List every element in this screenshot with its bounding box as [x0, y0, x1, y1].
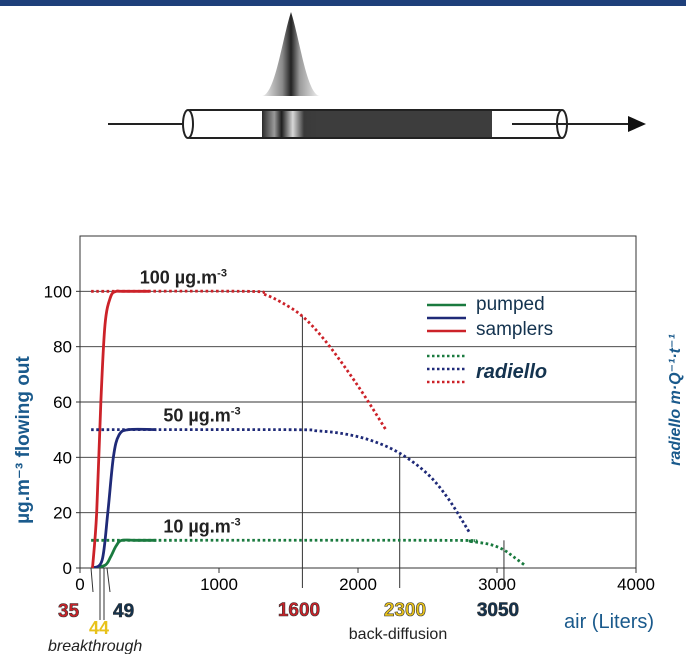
concentration-label: 50 µg.m-3 [163, 406, 240, 426]
y-tick-label: 60 [53, 393, 72, 412]
y-tick-label: 40 [53, 448, 72, 467]
y-tick-label: 20 [53, 504, 72, 523]
series-navy-dotted [91, 428, 471, 533]
x-tick-label: 3000 [478, 575, 516, 594]
legend-label-radiello: radiello [476, 361, 547, 383]
label-2300: 2300 [384, 600, 426, 621]
legend-label-pumped: pumped [476, 294, 545, 315]
marker-lines [301, 316, 505, 588]
label-3050: 3050 [477, 600, 519, 621]
label-breakthrough: breakthrough [48, 638, 142, 654]
top-bar [0, 0, 686, 6]
concentration-labels: 100 µg.m-3 50 µg.m-3 10 µg.m-3 [140, 267, 241, 536]
y-tick-label: 0 [63, 559, 72, 578]
x-tick-label: 1000 [200, 575, 238, 594]
series-lines [90, 289, 526, 568]
series-red-dotted [91, 289, 387, 431]
tube-left-cap [182, 109, 194, 139]
x-tick-label: 4000 [617, 575, 655, 594]
x-tick-labels: 0 1000 2000 3000 4000 [75, 568, 655, 594]
sorbent-front [262, 111, 318, 137]
label-44: 44 [89, 618, 109, 638]
y-tick-label: 100 [44, 282, 72, 301]
x-axis-title: air (Liters) [564, 611, 654, 633]
series-green-dotted [91, 538, 526, 567]
label-back-diffusion: back-diffusion [349, 626, 447, 643]
y-axis-title: µg.m⁻³ flowing out [13, 356, 34, 524]
bracket-right-tick [106, 567, 111, 593]
legend-label-samplers: samplers [476, 319, 553, 340]
series-green-solid [90, 538, 157, 568]
bracket-left-tick [90, 567, 94, 593]
concentration-label: 10 µg.m-3 [163, 516, 240, 536]
x-tick-label: 0 [75, 575, 84, 594]
series-navy-solid [92, 427, 157, 568]
tube-illustration [108, 12, 646, 139]
plot-area: 0 20 40 60 80 100 0 1000 2000 3000 4000 100 µg.m-… [44, 235, 655, 594]
label-49: 49 [113, 601, 134, 622]
label-35: 35 [58, 601, 80, 622]
y-tick-label: 80 [53, 338, 72, 357]
y-tick-labels: 0 20 40 60 80 100 [44, 282, 80, 578]
x-tick-label: 2000 [339, 575, 377, 594]
concentration-peak [262, 12, 320, 96]
label-1600: 1600 [278, 600, 320, 621]
concentration-label: 100 µg.m-3 [140, 267, 227, 287]
gridlines [80, 290, 636, 514]
arrow-head-out [628, 116, 646, 132]
breakthrough-bracket [90, 567, 111, 620]
legend: pumped samplers radiello [427, 294, 553, 384]
y-axis-title-right: radiello m·Q⁻¹·t⁻¹ [667, 334, 684, 466]
